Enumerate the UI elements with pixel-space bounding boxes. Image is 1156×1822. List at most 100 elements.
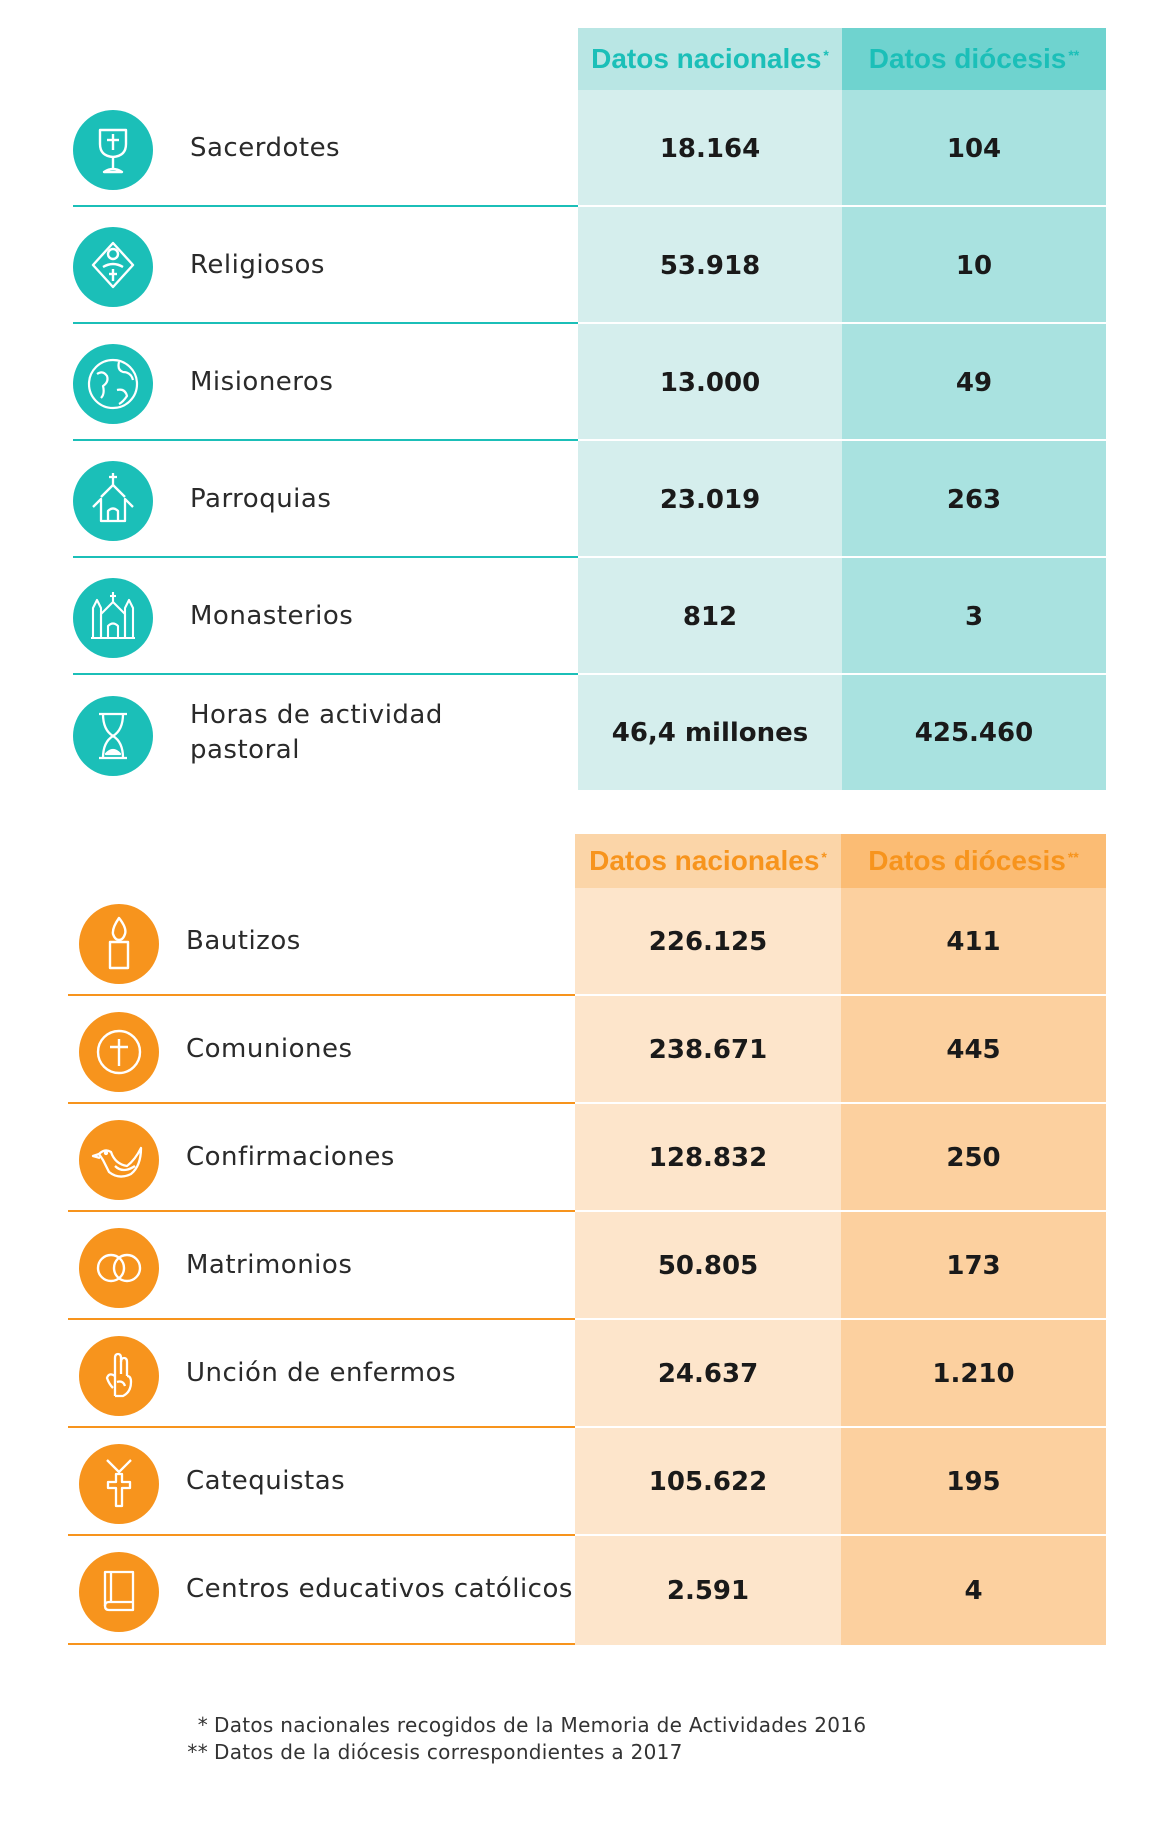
value-diocesis: 4 xyxy=(964,1575,983,1606)
value-nacional: 23.019 xyxy=(659,484,761,515)
table-row: Monasterios 812 3 xyxy=(0,558,1156,675)
value-diocesis: 49 xyxy=(955,367,993,398)
value-diocesis: 411 xyxy=(946,927,1001,957)
table-row: Matrimonios 50.805 173 xyxy=(0,1212,1156,1320)
value-nacional: 812 xyxy=(682,601,738,632)
value-nacional: 2.591 xyxy=(666,1575,750,1606)
value-nacional: 226.125 xyxy=(648,927,768,957)
diocesis-column-bg xyxy=(841,888,1106,1645)
table-row: Bautizos 226.125 411 xyxy=(0,888,1156,996)
row-separator xyxy=(68,1534,575,1536)
row-label: Parroquias xyxy=(190,484,332,514)
value-diocesis: 10 xyxy=(955,250,993,281)
monastery-icon xyxy=(73,578,153,658)
header-datos-diocesis: Datos diócesis ** xyxy=(841,834,1106,888)
header-mark: ** xyxy=(1067,849,1079,865)
nacional-column-bg xyxy=(575,888,841,1645)
row-separator-cells xyxy=(575,1534,1106,1536)
row-separator xyxy=(73,205,578,207)
table-row: Parroquias 23.019 263 xyxy=(0,441,1156,558)
row-label: Religiosos xyxy=(190,250,325,280)
row-label: Catequistas xyxy=(186,1466,346,1496)
row-separator xyxy=(68,994,575,996)
table-row: Centros educativos católicos 2.591 4 xyxy=(0,1536,1156,1645)
blessing-hand-icon xyxy=(79,1336,159,1416)
row-label: Unción de enfermos xyxy=(186,1358,457,1388)
header-label: Datos nacionales xyxy=(591,43,822,74)
footnote-mark: * xyxy=(197,1713,208,1737)
value-nacional: 13.000 xyxy=(659,367,761,398)
table-row: Catequistas 105.622 195 xyxy=(0,1428,1156,1536)
table-row: Confirmaciones 128.832 250 xyxy=(0,1104,1156,1212)
cross-pendant-icon xyxy=(79,1444,159,1524)
church-icon xyxy=(73,461,153,541)
hourglass-icon xyxy=(73,696,153,776)
header-label: Datos diócesis xyxy=(868,43,1067,74)
value-diocesis: 445 xyxy=(946,1035,1001,1065)
footnote-mark: ** xyxy=(187,1740,208,1764)
row-separator xyxy=(73,556,578,558)
footnote-text: Datos de la diócesis correspondientes a … xyxy=(214,1740,683,1764)
value-nacional: 128.832 xyxy=(648,1143,768,1173)
value-nacional: 53.918 xyxy=(659,250,761,281)
row-separator xyxy=(68,1426,575,1428)
row-separator-cells xyxy=(578,205,1106,207)
row-label: Bautizos xyxy=(186,926,301,956)
globe-icon xyxy=(73,344,153,424)
value-diocesis: 3 xyxy=(964,601,984,632)
header-label: Datos nacionales xyxy=(589,845,820,876)
row-label: Horas de actividad pastoral xyxy=(190,698,443,768)
row-separator xyxy=(68,1102,575,1104)
value-diocesis: 195 xyxy=(946,1467,1001,1497)
value-diocesis: 250 xyxy=(946,1143,1001,1173)
row-separator-cells xyxy=(575,994,1106,996)
row-separator-cells xyxy=(575,1210,1106,1212)
host-cross-icon xyxy=(79,1012,159,1092)
row-separator xyxy=(73,673,578,675)
candle-icon xyxy=(79,904,159,984)
row-label: Matrimonios xyxy=(186,1250,353,1280)
table-row: Religiosos 53.918 10 xyxy=(0,207,1156,324)
value-diocesis: 1.210 xyxy=(932,1359,1015,1389)
chalice-icon xyxy=(73,110,153,190)
row-separator-cells xyxy=(575,1426,1106,1428)
value-nacional: 105.622 xyxy=(648,1467,768,1497)
table-row: Unción de enfermos 24.637 1.210 xyxy=(0,1320,1156,1428)
header-label: Datos diócesis xyxy=(868,845,1066,876)
table-row: Misioneros 13.000 49 xyxy=(0,324,1156,441)
row-separator xyxy=(68,1210,575,1212)
row-separator-cells xyxy=(578,322,1106,324)
value-diocesis: 263 xyxy=(946,484,1002,515)
value-nacional: 18.164 xyxy=(659,133,761,164)
row-label-line2: pastoral xyxy=(190,735,300,765)
row-separator xyxy=(68,1318,575,1320)
nun-icon xyxy=(73,227,153,307)
header-mark: * xyxy=(821,849,827,865)
row-separator-cells xyxy=(578,673,1106,675)
value-nacional: 24.637 xyxy=(657,1359,759,1389)
book-icon xyxy=(79,1552,159,1632)
row-separator xyxy=(73,322,578,324)
header-datos-nacionales: Datos nacionales * xyxy=(575,834,841,888)
row-label: Comuniones xyxy=(186,1034,353,1064)
row-label: Misioneros xyxy=(190,367,334,397)
table-row: Comuniones 238.671 445 xyxy=(0,996,1156,1104)
value-nacional: 50.805 xyxy=(657,1251,759,1281)
row-label-line1: Horas de actividad xyxy=(190,700,443,730)
footnote-diocesis: ** Datos de la diócesis correspondientes … xyxy=(187,1740,683,1764)
row-label: Confirmaciones xyxy=(186,1142,395,1172)
header-datos-diocesis: Datos diócesis ** xyxy=(842,28,1106,90)
header-mark: * xyxy=(823,47,829,63)
row-label: Monasterios xyxy=(190,601,354,631)
value-diocesis: 425.460 xyxy=(914,717,1034,748)
row-separator xyxy=(68,1643,575,1645)
header-datos-nacionales: Datos nacionales * xyxy=(578,28,842,90)
table-row: Sacerdotes 18.164 104 xyxy=(0,90,1156,207)
header-mark: ** xyxy=(1068,47,1080,63)
row-separator-cells xyxy=(578,439,1106,441)
footnote-nacional: * Datos nacionales recogidos de la Memori… xyxy=(198,1713,866,1737)
value-diocesis: 173 xyxy=(946,1251,1001,1281)
value-nacional: 46,4 millones xyxy=(611,717,809,748)
row-separator xyxy=(73,439,578,441)
value-nacional: 238.671 xyxy=(648,1035,768,1065)
